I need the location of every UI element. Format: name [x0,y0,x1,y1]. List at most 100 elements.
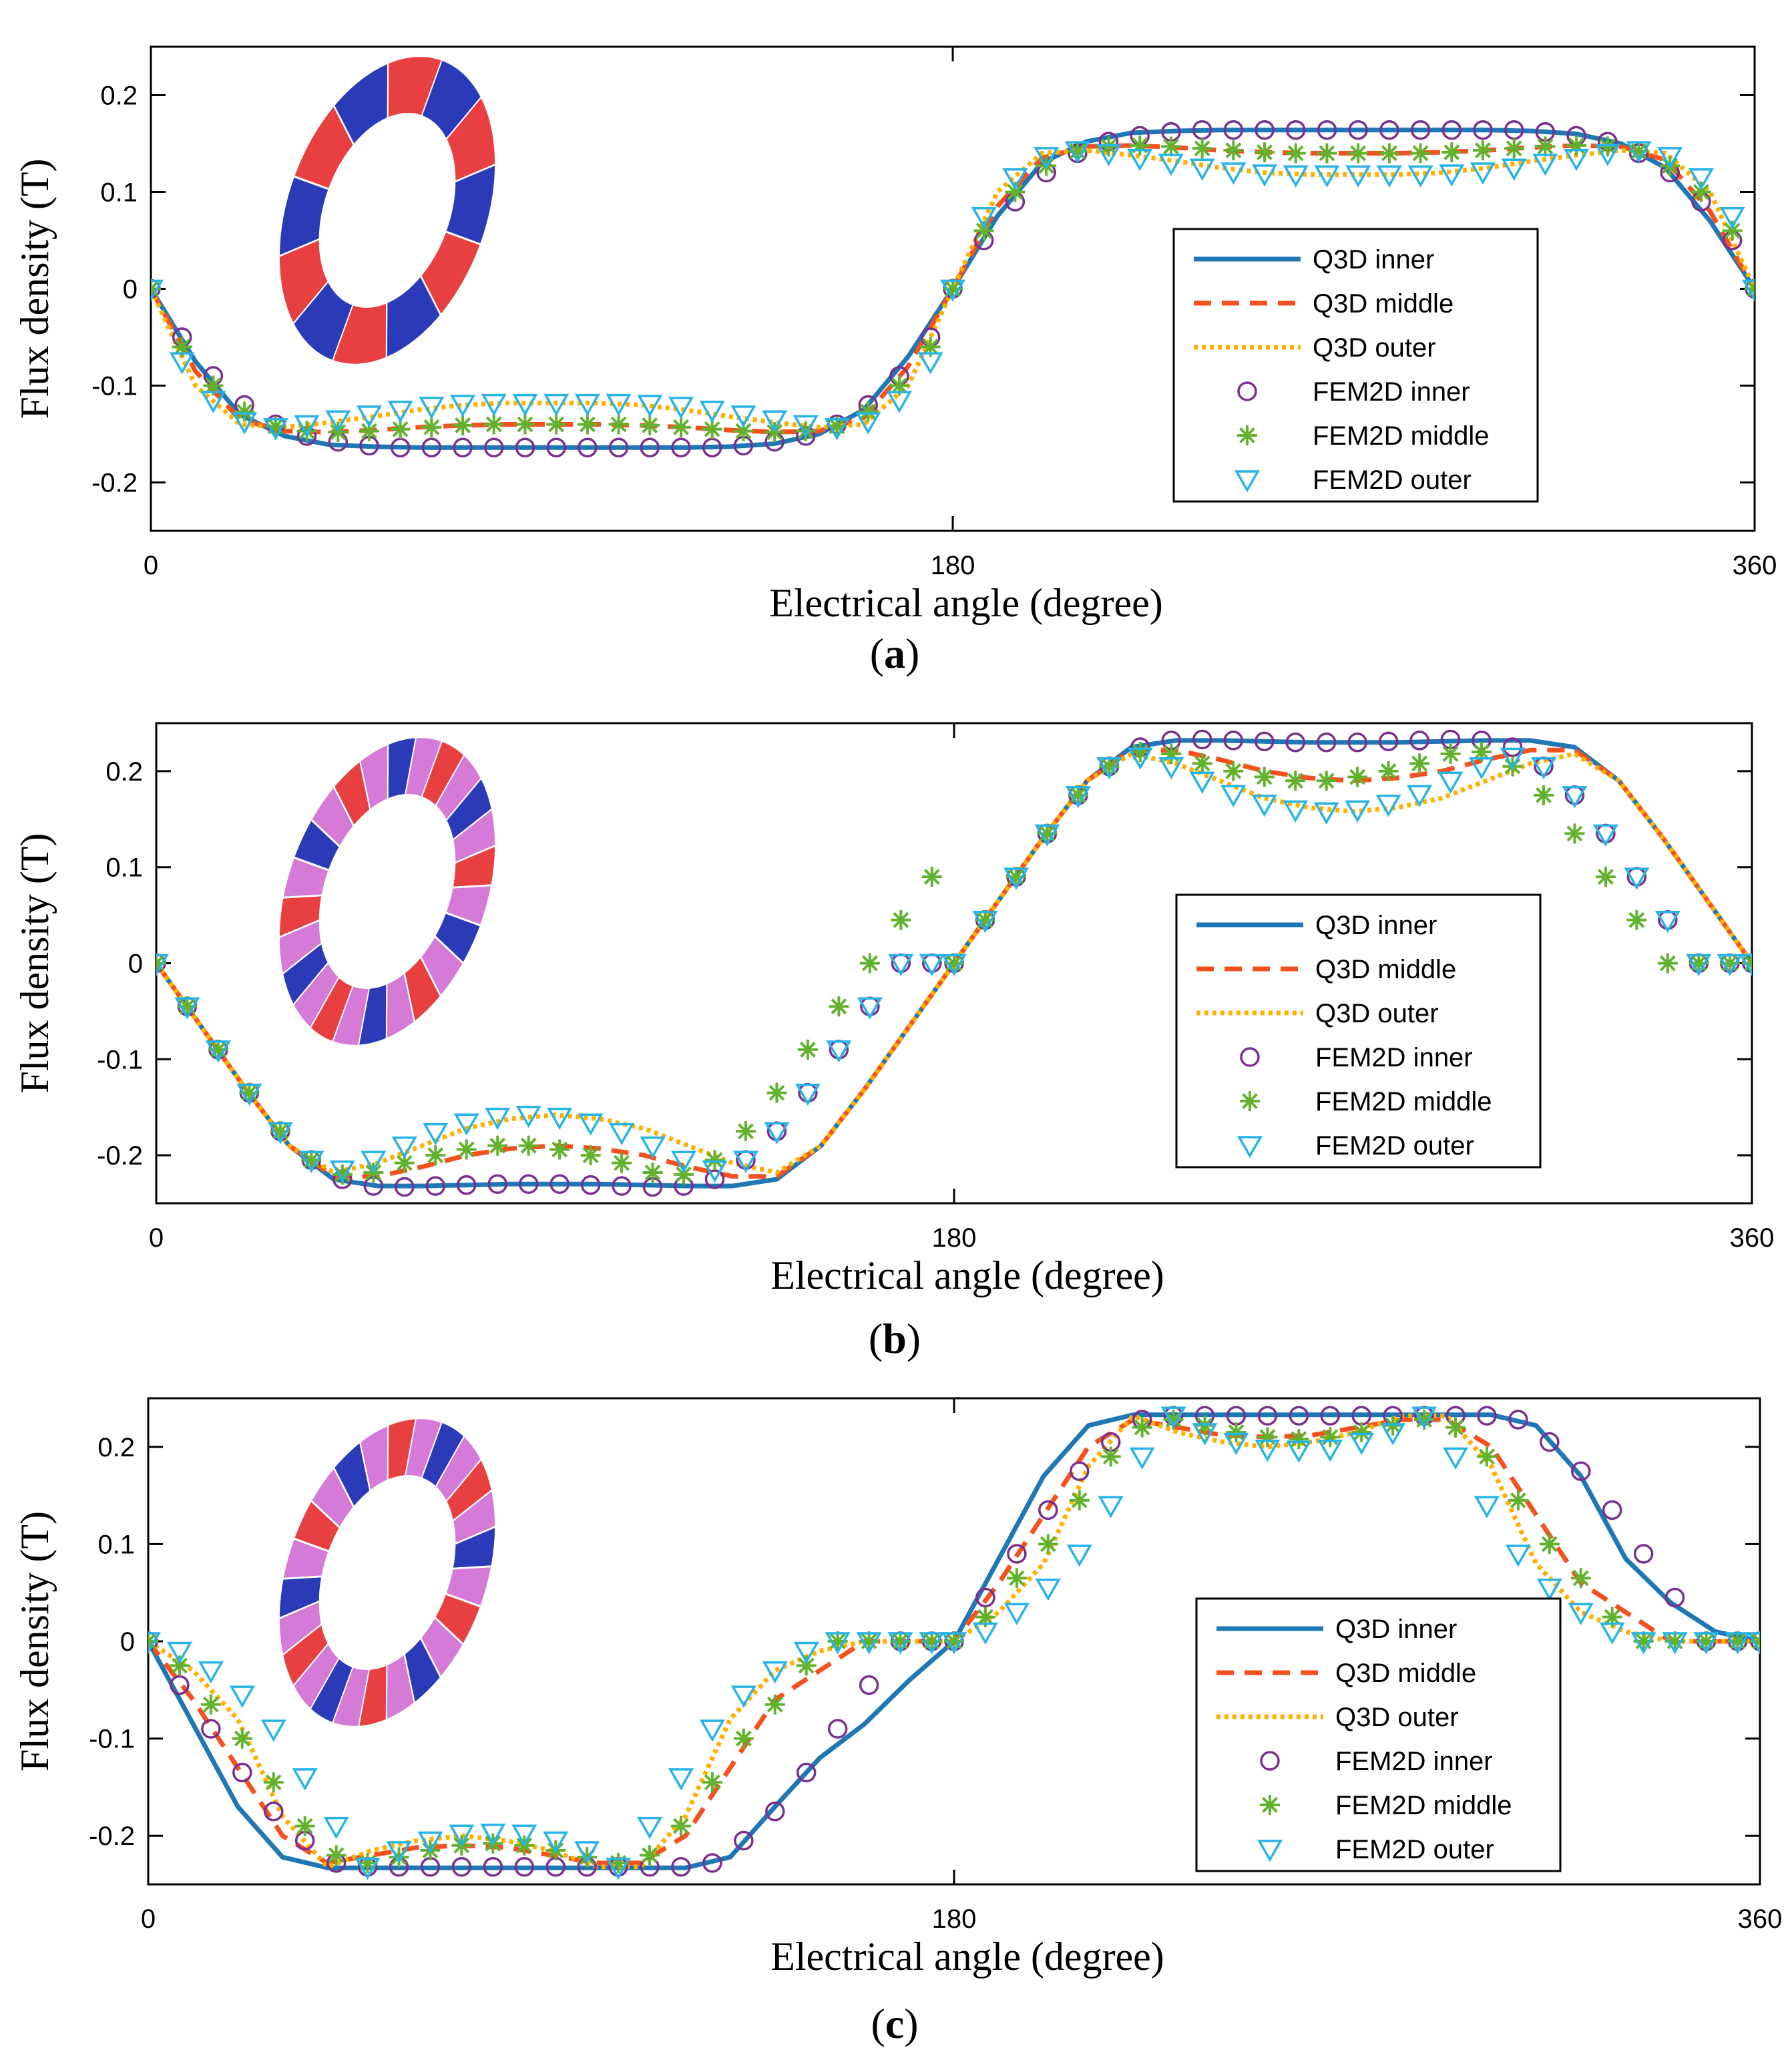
data-point-fem2d-inner [546,437,566,458]
ring-segment [445,1565,493,1608]
legend-label: Q3D middle [1315,955,1456,984]
legend-label: FEM2D inner [1313,377,1470,407]
data-point-fem2d-outer [730,405,756,428]
legend-swatch [1237,1136,1263,1159]
data-point-fem2d-middle [263,1772,284,1793]
data-point-fem2d-inner [1540,1432,1560,1452]
data-point-fem2d-outer [1532,154,1558,176]
data-point-fem2d-outer [1255,1439,1281,1462]
data-point-fem2d-middle [973,220,994,241]
data-point-fem2d-inner [264,1802,284,1822]
data-point-fem2d-middle [975,1607,995,1627]
legend-label: Q3D inner [1315,911,1437,940]
data-point-fem2d-middle [1504,138,1524,159]
data-point-fem2d-middle [1348,143,1369,164]
x-tick-label: 180 [932,1904,977,1934]
data-point-fem2d-middle [1472,742,1492,763]
data-point-fem2d-inner [1602,1500,1622,1520]
data-point-fem2d-outer [232,412,258,435]
data-point-fem2d-middle [674,1164,694,1185]
data-point-fem2d-inner [549,1174,570,1194]
data-point-fem2d-outer [671,1151,697,1173]
data-point-fem2d-middle [1226,1422,1247,1442]
data-point-fem2d-outer [886,391,912,413]
data-point-fem2d-outer [941,954,967,977]
data-point-fem2d-outer [543,393,570,417]
data-point-fem2d-outer [1003,867,1029,890]
chart-panel-c: -0.2 -0.1 0 0.1 0.2 0 180 360 Electrical angle (… [13,1397,1783,2047]
data-point-fem2d-outer [1252,164,1278,187]
data-point-fem2d-inner [1285,733,1305,753]
x-axis-label: Electrical angle (degree) [770,1934,1164,1979]
data-point-fem2d-outer [1686,954,1712,977]
legend-label: FEM2D inner [1315,1043,1473,1072]
data-point-fem2d-outer [637,395,663,417]
data-point-fem2d-outer [355,1858,381,1880]
data-point-fem2d-middle [1445,1417,1466,1438]
data-point-fem2d-middle [1476,1446,1497,1467]
data-point-fem2d-outer [1592,824,1618,847]
legend-item: Q3D inner [1216,1615,1457,1644]
data-point-fem2d-inner [453,437,473,458]
data-point-fem2d-middle [670,417,691,437]
data-point-fem2d-middle [326,1845,347,1866]
data-point-fem2d-middle [421,417,442,437]
data-point-fem2d-middle [1410,143,1431,164]
legend: Q3D inner Q3D middle Q3D outer FEM2D inner F… [1175,893,1542,1169]
data-point-fem2d-outer [887,1632,913,1655]
data-point-fem2d-inner [702,1853,722,1873]
data-point-fem2d-outer [857,997,883,1020]
data-point-fem2d-middle [1098,136,1119,157]
data-point-fem2d-middle [1440,744,1461,765]
data-point-fem2d-inner [1254,731,1275,752]
legend-item: FEM2D outer [1257,1835,1494,1864]
data-point-fem2d-middle [1722,220,1743,241]
data-point-fem2d-outer [1223,1432,1249,1456]
data-point-fem2d-outer [481,393,507,417]
data-point-fem2d-outer [699,401,725,423]
data-point-fem2d-outer [323,1816,349,1840]
data-point-fem2d-outer [1568,1603,1594,1625]
data-point-fem2d-middle [1657,953,1678,974]
legend-swatch [1260,1795,1280,1815]
data-point-fem2d-middle [232,1728,252,1749]
data-point-fem2d-outer [174,997,200,1020]
data-point-fem2d-outer [1127,149,1153,172]
legend-item: FEM2D inner [1260,1747,1493,1776]
data-point-fem2d-outer [236,1083,262,1106]
data-point-fem2d-outer [1717,954,1743,977]
data-point-fem2d-outer [606,393,632,417]
data-point-fem2d-inner [1347,733,1367,753]
data-point-fem2d-middle [704,1150,725,1171]
legend-item: Q3D middle [1196,955,1456,984]
x-tick-label: 360 [1738,1904,1783,1934]
data-point-fem2d-outer [606,1858,632,1880]
data-point-fem2d-outer [1066,1544,1092,1567]
legend-swatch [1240,1047,1260,1067]
data-point-fem2d-middle [1535,136,1556,157]
data-point-fem2d-outer [1599,1622,1625,1645]
legend-item: FEM2D middle [1237,421,1490,451]
data-point-fem2d-inner [1378,731,1399,752]
data-point-fem2d-outer [793,1641,819,1665]
data-point-fem2d-inner [1257,1406,1278,1426]
data-point-fem2d-inner [671,1857,691,1877]
x-tick-label: 0 [141,1904,156,1934]
data-point-fem2d-middle [640,1845,660,1866]
data-point-fem2d-outer [1564,149,1590,172]
data-point-fem2d-middle [859,953,880,974]
data-point-fem2d-middle [1472,140,1493,161]
data-point-fem2d-outer [1283,165,1309,188]
legend-swatch [1234,470,1261,493]
data-point-fem2d-outer [1688,168,1714,191]
data-point-fem2d-middle [425,1145,446,1166]
legend-label: Q3D middle [1313,289,1453,319]
legend-label: FEM2D outer [1315,1131,1474,1161]
series-line-q3d-middle [156,747,1752,1179]
data-point-fem2d-outer [1654,911,1681,934]
data-point-fem2d-outer [512,393,538,417]
legend-item: FEM2D middle [1260,1791,1512,1820]
legend-item: Q3D inner [1194,245,1434,274]
legend-item: Q3D outer [1216,1703,1459,1732]
series-line-q3d-outer [148,1413,1760,1870]
